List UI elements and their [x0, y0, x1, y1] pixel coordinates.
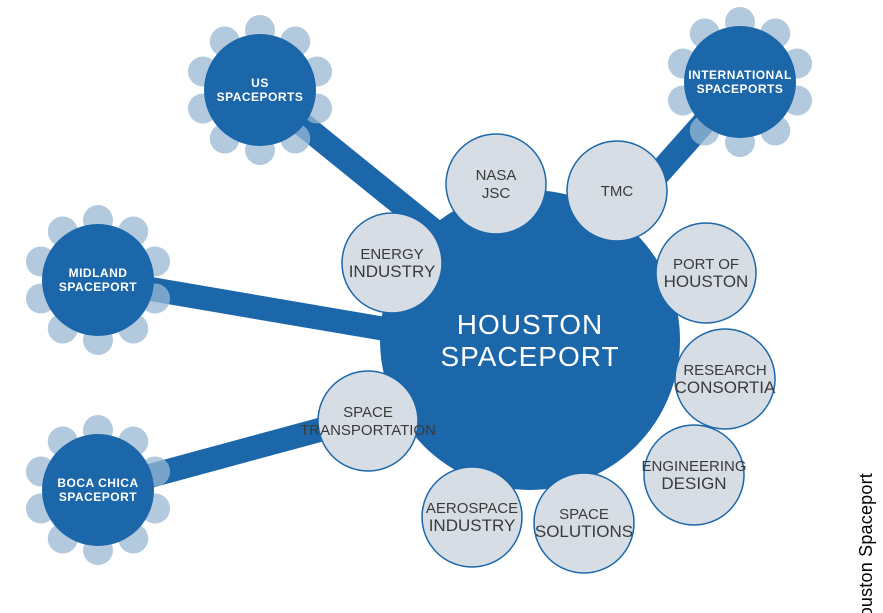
external-node-3: BOCA CHICASPACEPORT — [26, 415, 170, 565]
satellite-label-line: JSC — [482, 185, 511, 202]
external-label-line: SPACEPORTS — [217, 90, 304, 104]
satellite-6: AEROSPACEINDUSTRY — [422, 467, 522, 567]
satellite-label-line: AEROSPACE — [426, 500, 518, 517]
network-diagram: USSPACEPORTSINTERNATIONALSPACEPORTSMIDLA… — [0, 0, 883, 613]
satellite-label-line: RESEARCH — [683, 362, 766, 379]
credit-text: Credit: Houston Spaceport — [856, 473, 877, 613]
satellite-5: SPACESOLUTIONS — [534, 473, 634, 573]
satellite-label-line: PORT OF — [673, 256, 739, 273]
satellite-circle — [446, 134, 546, 234]
satellite-label-line: TMC — [601, 183, 634, 200]
external-label-line: INTERNATIONAL — [688, 68, 792, 82]
external-label-line: MIDLAND — [69, 266, 128, 280]
hub-label-line: SPACEPORT — [440, 341, 619, 372]
external-label-line: US — [251, 76, 269, 90]
satellite-1: TMC — [567, 141, 667, 241]
satellite-label-line: CONSORTIA — [675, 378, 776, 397]
satellite-2: PORT OFHOUSTON — [656, 223, 756, 323]
hub-label-line: HOUSTON — [457, 309, 604, 340]
satellite-label-line: SPACE — [343, 404, 393, 421]
satellite-label-line: HOUSTON — [664, 272, 749, 291]
satellite-label-line: INDUSTRY — [429, 516, 516, 535]
external-node-2: MIDLANDSPACEPORT — [26, 205, 170, 355]
satellite-label-line: DESIGN — [661, 474, 726, 493]
external-label-line: SPACEPORT — [59, 490, 137, 504]
satellite-label-line: NASA — [476, 167, 517, 184]
external-label-line: SPACEPORTS — [697, 82, 784, 96]
satellite-3: RESEARCHCONSORTIA — [675, 329, 776, 429]
satellite-4: ENGINEERINGDESIGN — [641, 425, 746, 525]
satellite-label-line: INDUSTRY — [349, 262, 436, 281]
satellite-8: ENERGYINDUSTRY — [342, 213, 442, 313]
satellite-label-line: SOLUTIONS — [535, 522, 633, 541]
satellite-label-line: ENERGY — [360, 246, 423, 263]
satellite-label-line: SPACE — [559, 506, 609, 523]
satellite-0: NASAJSC — [446, 134, 546, 234]
external-label-line: BOCA CHICA — [57, 476, 138, 490]
external-label-line: SPACEPORT — [59, 280, 137, 294]
satellite-circle — [318, 371, 418, 471]
satellite-label-line: ENGINEERING — [641, 458, 746, 475]
satellite-label-line: TRANSPORTATION — [300, 422, 436, 439]
